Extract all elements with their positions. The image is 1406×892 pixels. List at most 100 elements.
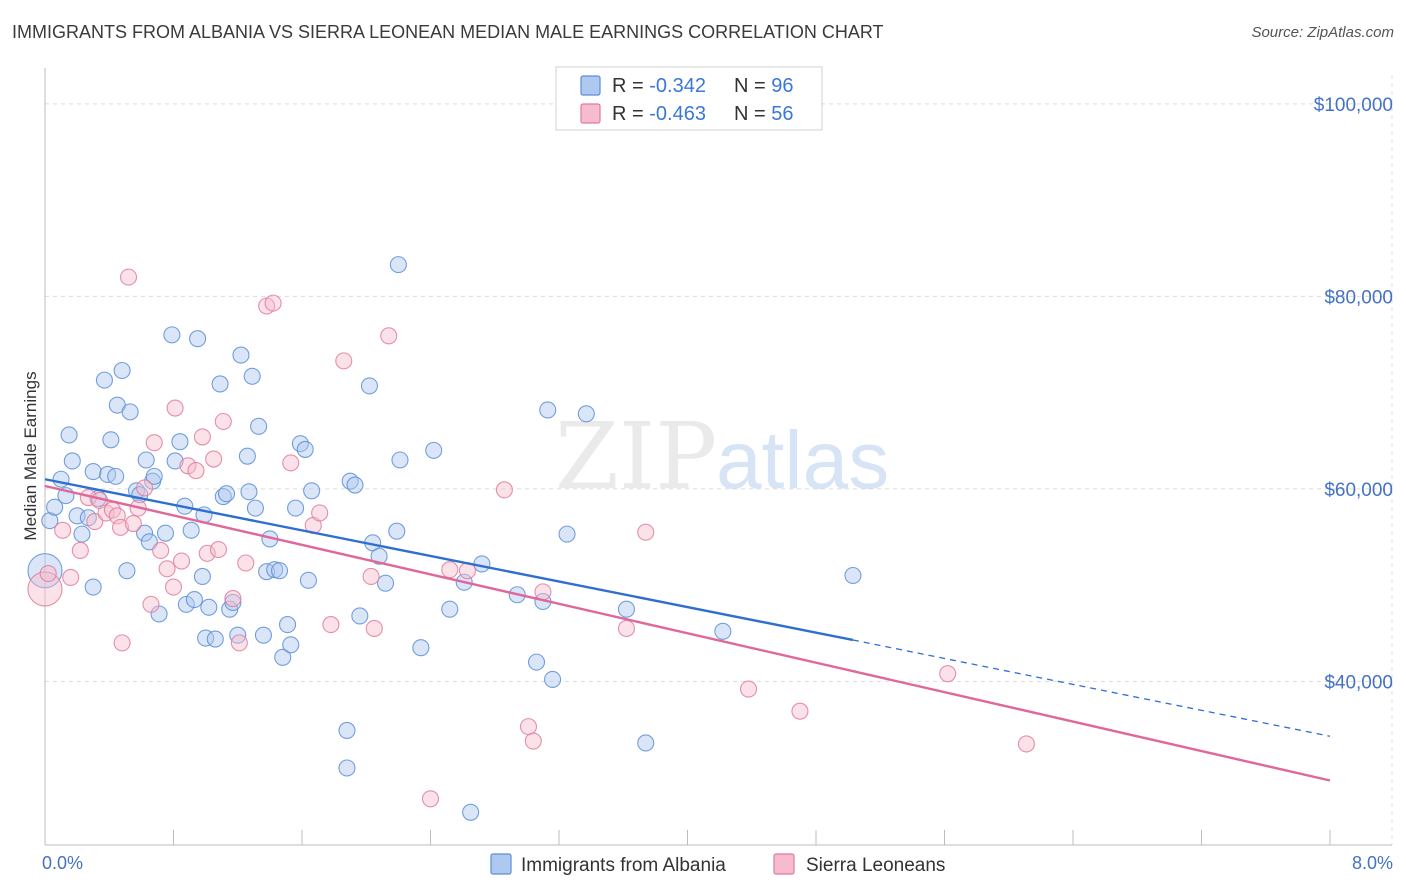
albania-point <box>145 467 163 485</box>
albania-point <box>177 595 195 613</box>
albania-point <box>238 447 256 465</box>
legend-swatch-sierra <box>580 103 601 124</box>
legend-n-albania: N = 96 <box>734 75 794 97</box>
sierra-point <box>230 634 248 652</box>
sierra-point <box>27 571 63 607</box>
sierra-point <box>205 450 223 468</box>
albania-point <box>278 616 297 634</box>
legend-r-value-sierra: -0.463 <box>649 103 706 125</box>
legend-r-label: R = <box>612 103 649 125</box>
albania-point <box>140 533 158 551</box>
sierra-point <box>39 565 57 583</box>
sierra-point <box>237 554 255 572</box>
albania-point <box>391 451 409 469</box>
albania-point <box>73 525 91 543</box>
albania-point <box>425 441 443 459</box>
legend-row-sierra: R = -0.463 <box>612 103 706 125</box>
legend-n-value-albania: 96 <box>771 75 793 97</box>
albania-trend-line <box>44 478 854 642</box>
sierra-point <box>214 412 232 431</box>
sierra-point <box>142 595 160 613</box>
sierra-point <box>198 544 216 562</box>
albania-point <box>60 426 78 444</box>
albania-point <box>462 803 480 821</box>
sierra-point <box>365 619 383 637</box>
albania-point <box>412 639 430 657</box>
albania-point <box>84 462 102 481</box>
sierra-point <box>164 578 183 596</box>
albania-point <box>270 562 289 580</box>
albania-point <box>102 431 120 449</box>
albania-point <box>156 524 175 542</box>
sierra-points <box>27 268 1035 808</box>
albania-point <box>182 521 200 539</box>
sierra-point <box>335 352 353 370</box>
albania-point <box>163 326 181 344</box>
sierra-point <box>119 268 138 286</box>
albania-point <box>527 653 546 671</box>
albania-point <box>166 452 184 470</box>
sierra-point <box>791 702 809 720</box>
albania-point <box>232 346 250 364</box>
albania-point <box>389 256 407 274</box>
sierra-point <box>136 479 154 497</box>
albania-point <box>189 330 207 348</box>
albania-point <box>121 403 139 421</box>
albania-point <box>224 593 242 612</box>
albania-point <box>254 626 273 644</box>
albania-point <box>137 451 155 469</box>
albania-point <box>558 525 576 543</box>
sierra-point <box>62 568 80 586</box>
source-credit: Source: ZipAtlas.com <box>1251 24 1394 41</box>
albania-point <box>95 371 113 389</box>
sierra-point <box>224 590 242 608</box>
sierra-point <box>179 457 197 475</box>
sierra-point <box>441 561 459 579</box>
albania-point <box>441 600 459 618</box>
sierra-point <box>86 513 104 531</box>
albania-points <box>27 256 862 821</box>
albania-point <box>617 600 636 618</box>
albania-point <box>84 578 102 596</box>
albania-point <box>539 401 557 419</box>
x-tick-label: 8.0% <box>1352 853 1393 873</box>
watermark: ZIP atlas <box>555 403 889 510</box>
albania-point <box>577 405 595 423</box>
albania-point <box>388 522 406 540</box>
sierra-point <box>534 583 552 601</box>
albania-point <box>171 433 189 451</box>
bottom-legend-swatch-albania <box>490 853 512 875</box>
sierra-point <box>524 732 542 750</box>
albania-trend-extension <box>852 639 1331 737</box>
albania-point <box>193 567 211 586</box>
albania-point <box>200 598 218 616</box>
legend-n-label: N = <box>734 103 771 125</box>
albania-point <box>351 607 369 625</box>
sierra-point <box>209 540 228 559</box>
chart-title: IMMIGRANTS FROM ALBANIA VS SIERRA LEONEA… <box>12 22 884 42</box>
albania-point <box>714 622 732 640</box>
sierra-point <box>111 518 130 536</box>
albania-point <box>185 591 203 609</box>
sierra-point <box>124 514 142 533</box>
legend-r-value-albania: -0.342 <box>649 75 706 97</box>
albania-point <box>63 452 81 470</box>
y-axis-label: Median Male Earnings <box>21 371 40 540</box>
albania-point <box>274 648 292 666</box>
sierra-point <box>1017 735 1035 753</box>
bottom-legend-swatch-sierra <box>773 853 795 875</box>
sierra-point <box>113 634 131 652</box>
legend-n-label: N = <box>734 75 771 97</box>
albania-point <box>360 377 379 395</box>
albania-point <box>118 562 136 580</box>
axes <box>44 68 1392 846</box>
sierra-trend-line <box>44 484 1331 782</box>
albania-point <box>217 485 236 503</box>
albania-point <box>52 470 70 488</box>
albania-point <box>211 375 229 393</box>
albania-point <box>41 512 59 530</box>
albania-point <box>370 547 388 565</box>
albania-point <box>346 476 364 494</box>
sierra-point <box>637 523 655 541</box>
legend-n-sierra: N = 56 <box>734 103 794 125</box>
